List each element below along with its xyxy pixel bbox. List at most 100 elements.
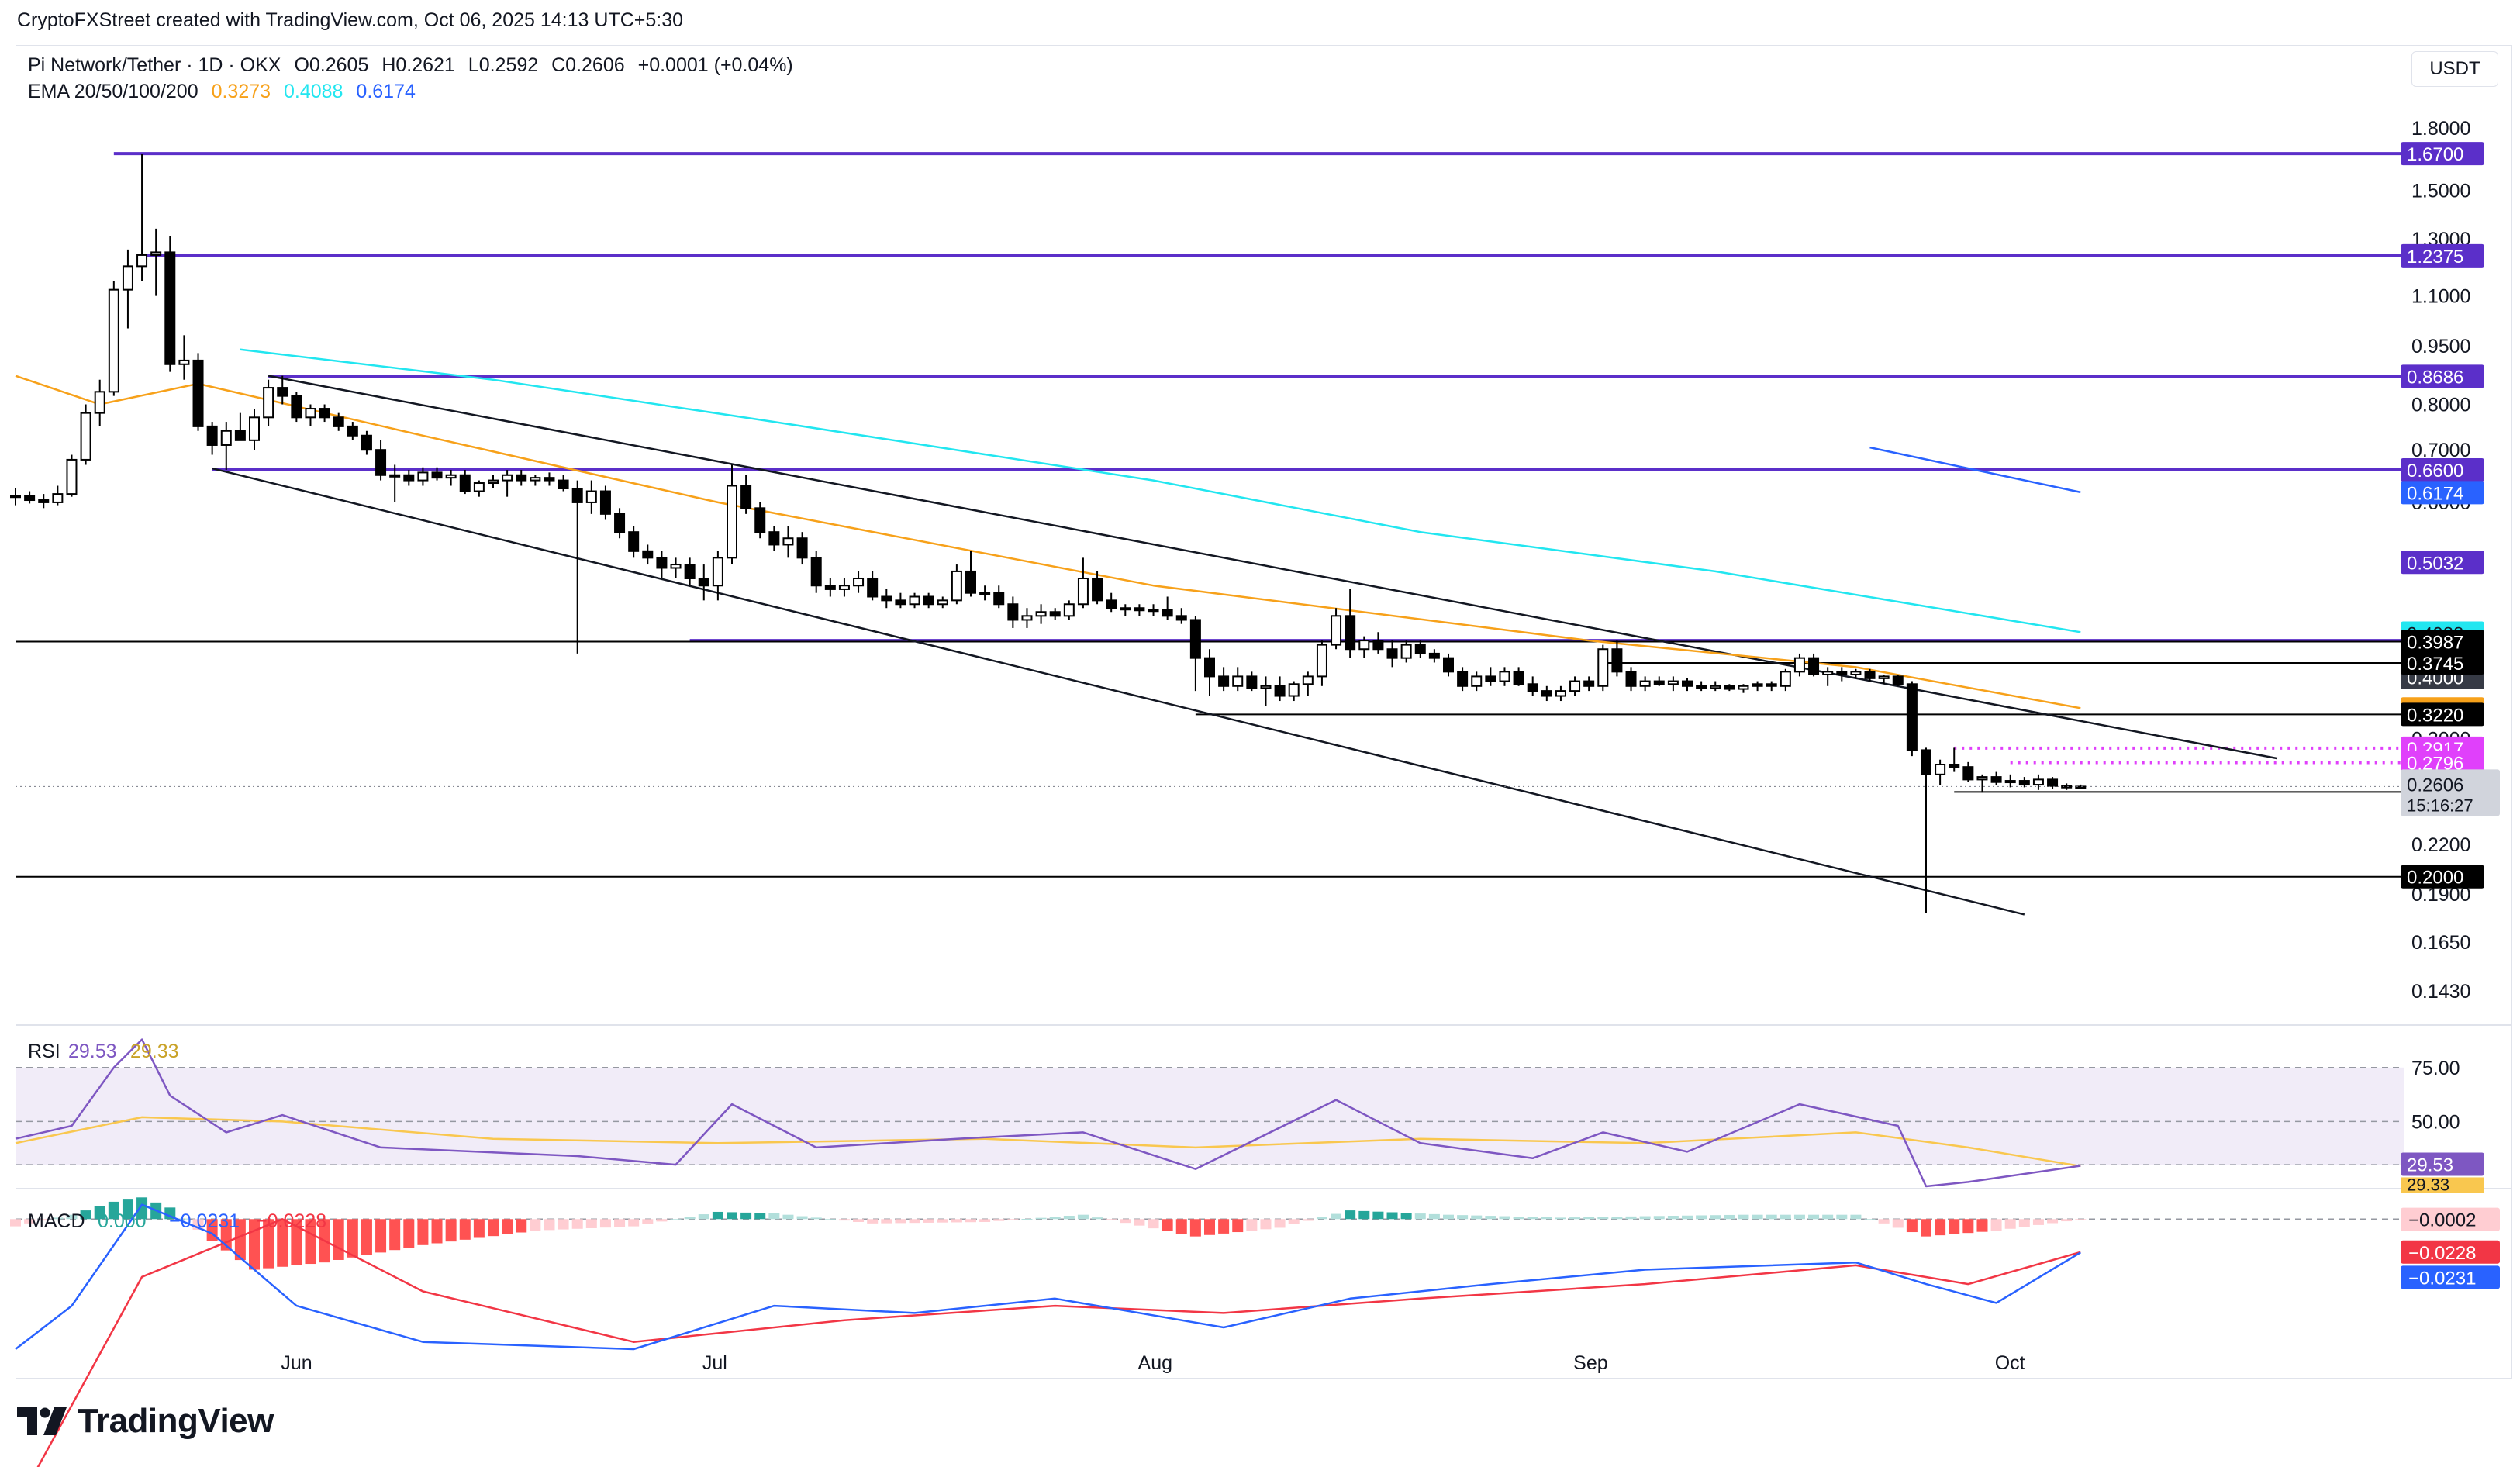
candle (347, 422, 358, 440)
candle-body (1836, 671, 1848, 675)
price-label-bg (2401, 702, 2484, 727)
candle (1583, 676, 1595, 692)
candle-body (1499, 671, 1510, 682)
candle-body (2004, 780, 2016, 784)
candle (24, 491, 36, 504)
macd-hist-bar (94, 1206, 105, 1220)
candle (768, 526, 780, 551)
ema20-value: 0.3273 (211, 81, 271, 102)
macd-hist-bar (740, 1212, 752, 1220)
candle (1260, 676, 1272, 706)
macd-hist-bar (1035, 1217, 1047, 1220)
macd-hist-bar (1077, 1214, 1089, 1220)
ema-legend[interactable]: EMA 20/50/100/200 0.3273 0.4088 0.6174 (28, 81, 423, 103)
macd-hist-bar (1443, 1214, 1454, 1220)
candle (1793, 653, 1805, 677)
macd-price-label-text: −0.0228 (2408, 1243, 2476, 1264)
macd-hist-bar (361, 1219, 372, 1255)
rsi-line (15, 1038, 2081, 1188)
ohlc-change: +0.0001 (+0.04%) (637, 54, 793, 76)
candle-body (1935, 763, 1946, 775)
candle-body (319, 408, 330, 419)
price-label-text: 0.3220 (2407, 705, 2463, 726)
symbol-title[interactable]: Pi Network/Tether · 1D · OKX (28, 54, 281, 76)
candle (319, 404, 330, 423)
candle-body (2075, 785, 2087, 789)
candle (1808, 653, 1820, 677)
candle-body (1949, 763, 1960, 768)
candle-body (1204, 657, 1215, 678)
candle-body (1471, 675, 1483, 687)
candle (684, 557, 696, 586)
macd-hist-bar (1189, 1219, 1201, 1237)
candle-body (417, 471, 429, 482)
price-label-bg (2401, 364, 2484, 388)
candle-body (1752, 683, 1763, 687)
macd-hist-bar (614, 1219, 626, 1227)
candle (150, 228, 162, 296)
candle (628, 526, 640, 558)
macd-hist-bar (1752, 1214, 1763, 1220)
candle (1414, 640, 1426, 658)
macd-hist-value: 0.000 (98, 1210, 147, 1232)
candle (530, 475, 541, 486)
candle (698, 564, 709, 601)
macd-hist-bar (698, 1214, 709, 1220)
candle (544, 472, 555, 486)
macd-hist-bar (38, 1219, 50, 1221)
candle-body (965, 570, 976, 594)
candle-body (249, 416, 260, 441)
price-axis-tick: 0.1430 (2411, 981, 2470, 1003)
candle-body (2032, 778, 2044, 786)
candle-body (1653, 680, 1665, 685)
candle (1485, 667, 1496, 686)
candle-body (2018, 780, 2030, 786)
macd-hist-bar (768, 1213, 780, 1220)
candle (361, 430, 372, 455)
candle (838, 578, 850, 597)
candle-body (544, 477, 555, 482)
macd-hist-bar (1962, 1219, 1974, 1234)
price-label: 1.6700 (2401, 142, 2484, 166)
macd-hist-bar (1639, 1216, 1651, 1220)
candle (1696, 681, 1707, 692)
candle-body (1864, 671, 1876, 679)
candle-body (403, 474, 415, 482)
price-label: 1.2375 (2401, 243, 2484, 268)
rsi-axis-tick: 50.00 (2411, 1111, 2460, 1133)
macd-hist-bar (1162, 1219, 1173, 1231)
currency-button[interactable]: USDT (2411, 51, 2498, 87)
macd-hist-bar (881, 1219, 892, 1224)
candle (558, 475, 569, 492)
macd-hist-bar (810, 1217, 822, 1220)
candle (1752, 681, 1763, 692)
candle-body (108, 288, 119, 393)
candle (740, 475, 752, 514)
macd-hist-bar (1555, 1217, 1566, 1220)
candle (965, 551, 976, 597)
price-label-text: 0.3987 (2407, 633, 2463, 654)
candle-body (136, 254, 148, 268)
candle (1738, 684, 1749, 693)
macd-hist-bar (1780, 1214, 1791, 1220)
macd-hist-bar (1682, 1215, 1693, 1220)
candle-body (1906, 683, 1918, 751)
candle-body (1077, 577, 1089, 606)
macd-hist-bar (2032, 1219, 2044, 1225)
macd-hist-bar (1400, 1213, 1412, 1220)
candle (1639, 676, 1651, 692)
macd-hist-bar (937, 1219, 948, 1223)
tradingview-logo[interactable]: TradingView (17, 1402, 274, 1441)
candle-body (1428, 652, 1440, 659)
macd-hist-bar (1414, 1213, 1426, 1220)
macd-hist-bar (459, 1219, 471, 1240)
candle (2004, 774, 2016, 788)
candle-body (10, 495, 21, 499)
price-label-text: 0.6600 (2407, 461, 2463, 482)
macd-price-label: −0.0002 (2401, 1207, 2500, 1231)
macd-hist-bar (1513, 1217, 1524, 1220)
candle (1541, 685, 1552, 702)
candle-body (698, 577, 709, 587)
macd-hist-bar (1921, 1219, 1931, 1237)
